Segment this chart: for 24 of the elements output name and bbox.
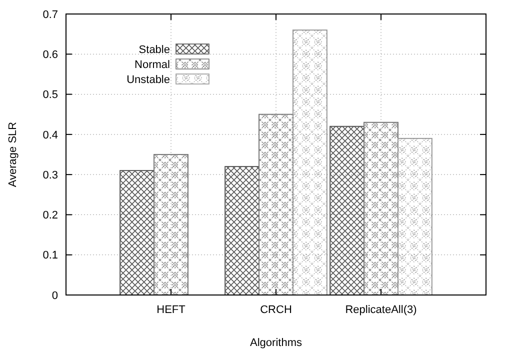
- y-tick-label: 0.4: [42, 129, 58, 142]
- x-tick-label: ReplicateAll(3): [345, 304, 417, 316]
- y-tick-label: 0.2: [42, 210, 58, 222]
- legend-label: Normal: [134, 58, 170, 71]
- y-tick-label: 0.1: [42, 250, 58, 262]
- x-axis-title: Algorithms: [250, 337, 302, 349]
- y-tick-label: 0: [52, 290, 58, 302]
- y-tick-label: 0.3: [42, 169, 58, 182]
- bar: [330, 126, 365, 296]
- x-tick-label: HEFT: [156, 304, 186, 316]
- bar: [397, 138, 432, 296]
- y-axis-title: Average SLR: [7, 122, 19, 188]
- bar: [364, 122, 398, 296]
- y-tick-label: 0.6: [42, 48, 58, 61]
- x-tick-label: CRCH: [260, 304, 292, 316]
- bar: [120, 170, 155, 296]
- y-tick-label: 0.7: [42, 8, 58, 21]
- bar: [224, 166, 260, 296]
- legend-label: Stable: [138, 44, 170, 56]
- legend-label: Unstable: [126, 74, 170, 86]
- bar: [258, 114, 294, 296]
- bar: [154, 154, 188, 296]
- y-tick-label: 0.5: [42, 89, 58, 102]
- bar: [292, 30, 328, 296]
